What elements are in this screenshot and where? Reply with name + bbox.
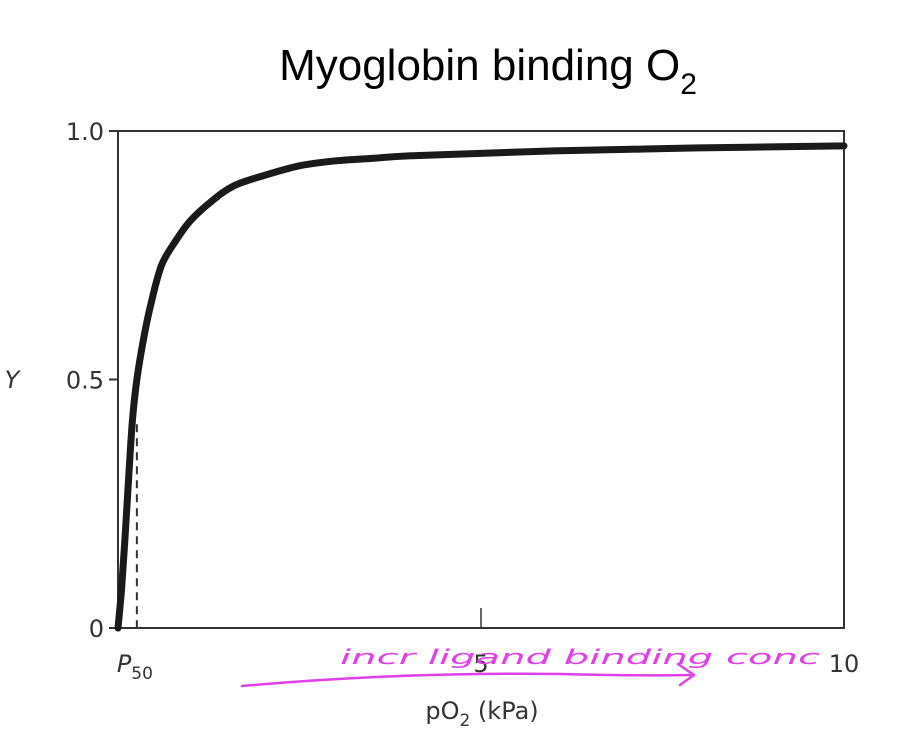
annotation-arrowhead-icon [676, 662, 696, 687]
y-axis-label: Y [5, 366, 22, 394]
x-tick-label: 10 [829, 650, 860, 678]
p50-label-subscript: 50 [131, 664, 153, 684]
plot-frame [117, 130, 845, 629]
chart-title-subscript: 2 [680, 68, 697, 101]
x-tick-label: 5 [473, 650, 488, 678]
y-tick-label: 0.5 [66, 367, 104, 395]
chart-title-main: Myoglobin binding O [279, 41, 680, 90]
p50-label-main: P [117, 650, 132, 678]
x-axis-label: pO2 (kPa) [425, 697, 538, 731]
chart-title: Myoglobin binding O2 [279, 41, 697, 101]
y-axis-ticks: 0 0.5 1.0 [66, 118, 118, 643]
p50-marker: P50 [117, 424, 153, 684]
series-line-myoglobin [114, 142, 848, 632]
y-tick-label: 0 [89, 615, 104, 643]
x-axis-ticks: 5 10 [473, 608, 859, 678]
handwritten-annotation: incr ligand binding conc [240, 645, 820, 688]
x-axis-label-main: pO [425, 697, 459, 725]
y-tick-label: 1.0 [66, 118, 104, 146]
annotation-arrow-shaft [240, 672, 692, 688]
x-axis-label-subscript: 2 [459, 711, 470, 731]
p50-label: P50 [117, 650, 153, 684]
x-axis-label-suffix: (kPa) [470, 697, 538, 725]
annotation-text: incr ligand binding conc [340, 645, 820, 669]
